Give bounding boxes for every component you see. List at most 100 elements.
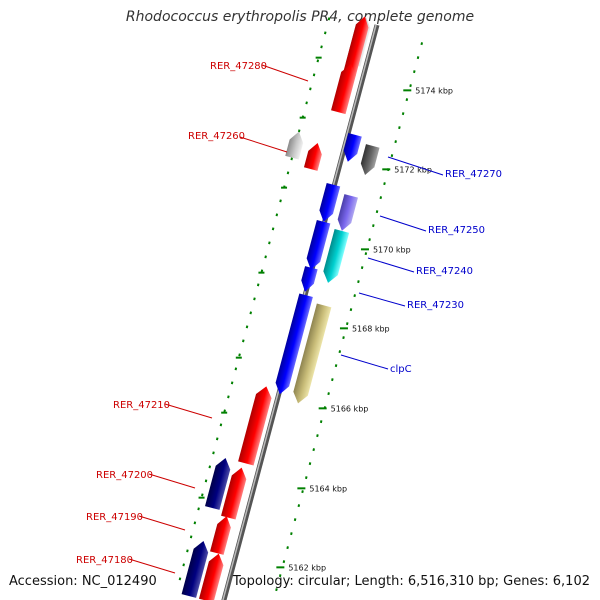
gene-label-RER_47190: RER_47190 <box>86 512 143 523</box>
track-dot <box>189 535 193 539</box>
gene-label-RER_47240: RER_47240 <box>416 266 473 277</box>
track-dot <box>278 574 282 578</box>
label-leader-line <box>379 215 427 232</box>
gene-label-RER_47200: RER_47200 <box>96 470 153 481</box>
gene-arrow-RER_47240-blue <box>306 219 331 270</box>
track-dot <box>219 423 223 427</box>
track-dot <box>312 448 315 452</box>
track-dot <box>282 560 286 564</box>
track-dot <box>413 70 416 74</box>
track-dot <box>253 297 256 301</box>
gene-arrow-clpC <box>293 303 332 404</box>
track-dot <box>360 266 364 270</box>
track-dot <box>405 98 409 102</box>
gene-label-clpC: clpC <box>390 364 412 375</box>
track-dot <box>383 182 386 186</box>
track-dot <box>193 521 197 525</box>
track-dot <box>327 17 331 21</box>
track-dot <box>357 280 360 284</box>
track-dot <box>420 42 424 46</box>
track-dot <box>256 283 260 287</box>
track-dot <box>182 563 185 567</box>
gene-arrow-RER_47270 <box>360 144 380 175</box>
label-leader-line <box>340 354 389 370</box>
gene-arrow-RER_47180 <box>198 553 224 600</box>
track-dot <box>275 213 279 217</box>
track-dot <box>353 294 356 298</box>
track-dot <box>227 395 230 399</box>
gene-arrow-RER_47200 <box>205 457 231 510</box>
gene-label-RER_47210: RER_47210 <box>113 400 170 411</box>
track-dot <box>345 322 349 326</box>
track-dot <box>271 227 275 231</box>
track-dot <box>364 252 368 256</box>
track-dot <box>286 171 290 175</box>
track-dot <box>372 224 375 228</box>
gene-arrow-RER_47280 <box>331 64 356 115</box>
genome-summary-text: Topology: circular; Length: 6,516,310 bp… <box>232 574 590 589</box>
track-dot <box>416 56 420 60</box>
scale-tick-label: 5164 kbp <box>309 484 347 493</box>
track-dot <box>301 490 304 494</box>
label-leader-line <box>367 257 415 273</box>
track-dot <box>297 129 301 133</box>
track-dot <box>316 434 319 438</box>
track-dot <box>275 588 278 592</box>
track-dot <box>379 196 383 200</box>
track-dot <box>401 112 405 116</box>
accession-text: Accession: NC_012490 <box>9 574 157 589</box>
track-dot <box>309 87 312 91</box>
gene-label-RER_47270: RER_47270 <box>445 169 502 180</box>
track-dot <box>245 325 249 329</box>
track-dot <box>238 353 241 357</box>
track-dot <box>375 210 379 214</box>
scale-tick-label: 5168 kbp <box>352 324 390 333</box>
track-dot <box>398 126 401 130</box>
track-dot <box>242 339 245 343</box>
track-dot <box>305 101 308 105</box>
track-dot <box>338 350 342 354</box>
gene-arrow-blue-1 <box>319 182 341 222</box>
track-dot <box>290 532 293 536</box>
gene-arrow-RER_47270-blue <box>343 132 362 162</box>
track-dot <box>320 45 323 49</box>
label-leader-line <box>261 64 309 82</box>
scale-tick-label: 5162 kbp <box>288 563 326 572</box>
scale-tick-label: 5166 kbp <box>331 404 369 413</box>
track-dot <box>319 420 323 424</box>
track-dot <box>230 381 234 385</box>
scale-tick-label: 5170 kbp <box>373 245 411 254</box>
gene-arrow-RER_47250 <box>337 194 358 231</box>
gene-arrow-RER_47210 <box>238 386 272 466</box>
gene-arrow-blue-2 <box>301 266 318 292</box>
track-dot <box>331 378 334 382</box>
track-dot <box>368 238 371 242</box>
gene-arrow-blue-long <box>275 293 313 395</box>
gene-arrow-grey-small <box>285 131 304 160</box>
track-dot <box>316 59 320 63</box>
track-dot <box>308 462 312 466</box>
track-dot <box>208 465 212 469</box>
label-leader-line <box>239 136 288 153</box>
label-leader-line <box>164 403 213 419</box>
scale-tick-label: 5172 kbp <box>394 165 432 174</box>
track-dot <box>279 199 282 203</box>
track-dot <box>334 364 338 368</box>
gene-label-RER_47250: RER_47250 <box>428 225 485 236</box>
track-dot <box>186 549 189 553</box>
track-dot <box>197 507 200 511</box>
track-dot <box>268 241 271 245</box>
track-dot <box>234 367 238 371</box>
gene-label-RER_47180: RER_47180 <box>76 555 133 566</box>
track-dot <box>201 493 204 497</box>
track-dot <box>293 518 297 522</box>
gene-arrow-RER_47280-top <box>343 16 369 77</box>
scale-tick-label: 5174 kbp <box>415 86 453 95</box>
label-leader-line <box>138 515 186 531</box>
map-title: Rhodococcus erythropolis PR4, complete g… <box>125 9 475 25</box>
track-dot <box>249 311 253 315</box>
track-dot <box>204 479 208 483</box>
track-dot <box>394 140 397 144</box>
track-dot <box>390 154 394 158</box>
